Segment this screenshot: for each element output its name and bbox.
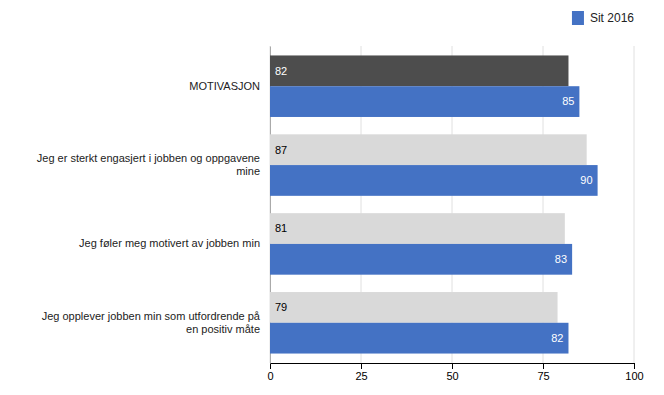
tick: Jeg føler meg motivert av jobben min xyxy=(79,237,260,249)
bar xyxy=(270,55,568,86)
tick-label: 75 xyxy=(537,370,549,382)
tick: 50 xyxy=(446,363,458,382)
tick-label: 50 xyxy=(446,370,458,382)
data-label: 83 xyxy=(555,253,567,265)
data-label: 85 xyxy=(562,95,574,107)
plot: 0 25 50 75 100 Jeg opplever jobben min som ut… xyxy=(37,46,644,382)
tick-label: MOTIVASJON xyxy=(189,80,260,92)
tick: Jeg er sterkt engasjert i jobben og oppg… xyxy=(37,152,260,177)
bar xyxy=(270,86,579,117)
bars xyxy=(270,55,598,353)
grid xyxy=(270,46,634,363)
tick-mark xyxy=(452,363,453,369)
tick-label: 25 xyxy=(355,370,367,382)
legend-label: Sit 2016 xyxy=(590,11,634,25)
chart: 0 25 50 75 100 Jeg opplever jobben min som ut… xyxy=(0,0,664,395)
tick: 75 xyxy=(537,363,549,382)
data-label: 82 xyxy=(551,332,563,344)
tick: 25 xyxy=(355,363,367,382)
data-label: 90 xyxy=(580,174,592,186)
tick-label: Jeg er sterkt engasjert i jobben og oppg… xyxy=(37,152,260,177)
tick: MOTIVASJON xyxy=(189,80,260,92)
bar xyxy=(270,213,565,244)
y-axis: Jeg opplever jobben min som utfordrende … xyxy=(37,47,271,364)
tick-label: Jeg opplever jobben min som utfordrende … xyxy=(42,310,261,335)
grid-line xyxy=(634,46,635,363)
tick-label: 0 xyxy=(267,370,273,382)
tick: 100 xyxy=(625,363,643,382)
tick-mark xyxy=(361,363,362,369)
x-axis: 0 25 50 75 100 xyxy=(267,363,643,382)
data-label: 82 xyxy=(275,65,287,77)
tick: 0 xyxy=(267,363,273,382)
bar xyxy=(270,292,558,323)
bar xyxy=(270,165,598,196)
tick-label: 100 xyxy=(625,370,643,382)
tick-mark xyxy=(634,363,635,369)
tick-label: Jeg føler meg motivert av jobben min xyxy=(79,237,260,249)
legend: Sit 2016 xyxy=(572,11,634,25)
data-label: 79 xyxy=(275,301,287,313)
data-label: 81 xyxy=(275,222,287,234)
legend-swatch xyxy=(572,11,584,25)
bar xyxy=(270,244,572,275)
tick-mark xyxy=(543,363,544,369)
tick: Jeg opplever jobben min som utfordrende … xyxy=(42,310,261,335)
data-labels: 79 81 87 82 82 83 90 85 xyxy=(275,65,593,344)
bar xyxy=(270,323,568,354)
data-label: 87 xyxy=(275,144,287,156)
bar xyxy=(270,134,587,165)
tick-mark xyxy=(270,363,271,369)
